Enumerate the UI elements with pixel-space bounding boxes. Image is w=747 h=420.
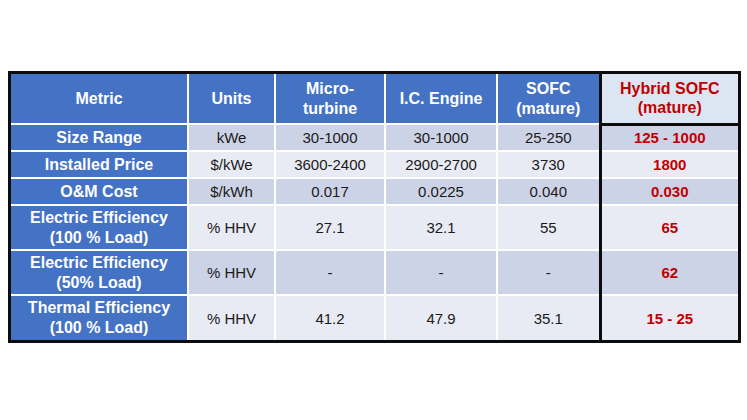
data-cell-hybrid-sofc: 15 - 25 xyxy=(600,295,738,340)
table-row-om-cost: O&M Cost $/kWh 0.017 0.0225 0.040 0.030 xyxy=(11,178,738,205)
comparison-table: Metric Units Micro- turbine I.C. Engine … xyxy=(11,74,738,340)
data-cell-sofc: 3730 xyxy=(497,151,600,178)
header-row: Metric Units Micro- turbine I.C. Engine … xyxy=(11,74,738,124)
data-cell-microturbine: 0.017 xyxy=(275,178,385,205)
data-cell-hybrid-sofc: 65 xyxy=(600,205,738,250)
header-cell-microturbine: Micro- turbine xyxy=(275,74,385,124)
data-cell-sofc: 55 xyxy=(497,205,600,250)
table-row-electric-efficiency-50: Electric Efficiency (50% Load) % HHV - -… xyxy=(11,250,738,295)
technology-comparison-table: Metric Units Micro- turbine I.C. Engine … xyxy=(8,71,741,343)
data-cell-microturbine: 3600-2400 xyxy=(275,151,385,178)
data-cell-hybrid-sofc: 0.030 xyxy=(600,178,738,205)
data-cell-sofc: 35.1 xyxy=(497,295,600,340)
data-cell-hybrid-sofc: 1800 xyxy=(600,151,738,178)
data-cell-ic-engine: 30-1000 xyxy=(385,124,497,151)
data-cell-hybrid-sofc: 62 xyxy=(600,250,738,295)
units-cell: kWe xyxy=(188,124,275,151)
row-label: Electric Efficiency (50% Load) xyxy=(11,250,188,295)
data-cell-microturbine: - xyxy=(275,250,385,295)
units-cell: $/kWe xyxy=(188,151,275,178)
data-cell-microturbine: 30-1000 xyxy=(275,124,385,151)
header-cell-sofc: SOFC (mature) xyxy=(497,74,600,124)
row-label: Size Range xyxy=(11,124,188,151)
units-cell: % HHV xyxy=(188,250,275,295)
table-row-thermal-efficiency: Thermal Efficiency (100 % Load) % HHV 41… xyxy=(11,295,738,340)
row-label: O&M Cost xyxy=(11,178,188,205)
data-cell-ic-engine: - xyxy=(385,250,497,295)
header-cell-metric: Metric xyxy=(11,74,188,124)
table-row-electric-efficiency-100: Electric Efficiency (100 % Load) % HHV 2… xyxy=(11,205,738,250)
data-cell-sofc: 0.040 xyxy=(497,178,600,205)
data-cell-ic-engine: 2900-2700 xyxy=(385,151,497,178)
header-cell-units: Units xyxy=(188,74,275,124)
units-cell: $/kWh xyxy=(188,178,275,205)
units-cell: % HHV xyxy=(188,205,275,250)
header-cell-hybrid-sofc: Hybrid SOFC (mature) xyxy=(600,74,738,124)
data-cell-ic-engine: 47.9 xyxy=(385,295,497,340)
row-label: Installed Price xyxy=(11,151,188,178)
data-cell-microturbine: 27.1 xyxy=(275,205,385,250)
data-cell-sofc: 25-250 xyxy=(497,124,600,151)
units-cell: % HHV xyxy=(188,295,275,340)
header-cell-ic-engine: I.C. Engine xyxy=(385,74,497,124)
data-cell-microturbine: 41.2 xyxy=(275,295,385,340)
data-cell-hybrid-sofc: 125 - 1000 xyxy=(600,124,738,151)
data-cell-sofc: - xyxy=(497,250,600,295)
data-cell-ic-engine: 32.1 xyxy=(385,205,497,250)
row-label: Electric Efficiency (100 % Load) xyxy=(11,205,188,250)
slide-canvas: Metric Units Micro- turbine I.C. Engine … xyxy=(0,0,747,420)
row-label: Thermal Efficiency (100 % Load) xyxy=(11,295,188,340)
data-cell-ic-engine: 0.0225 xyxy=(385,178,497,205)
table-row-size-range: Size Range kWe 30-1000 30-1000 25-250 12… xyxy=(11,124,738,151)
table-row-installed-price: Installed Price $/kWe 3600-2400 2900-270… xyxy=(11,151,738,178)
